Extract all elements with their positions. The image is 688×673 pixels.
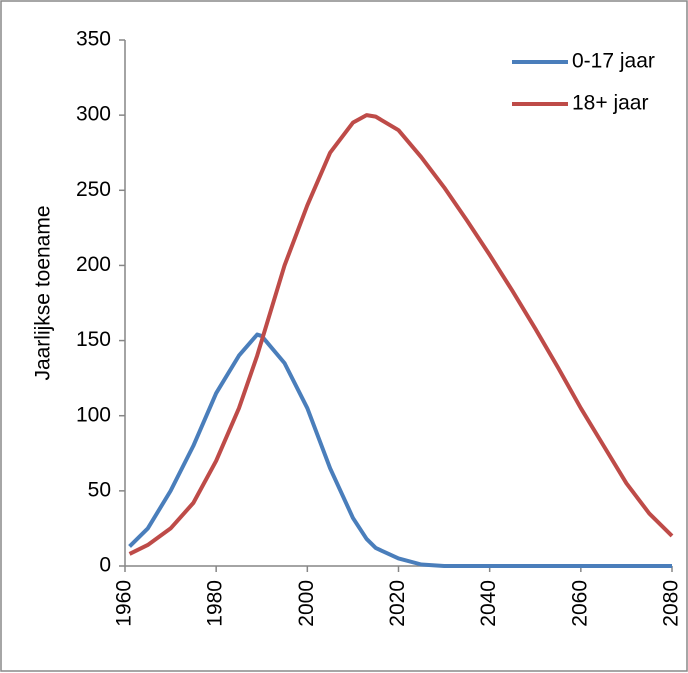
y-tick-label: 150: [76, 328, 111, 351]
y-tick-label: 0: [99, 554, 111, 577]
legend-label: 0-17 jaar: [572, 50, 655, 73]
x-tick-label: 2040: [477, 580, 500, 627]
y-tick-label: 250: [76, 178, 111, 201]
x-tick-label: 2020: [386, 580, 409, 627]
x-tick-label: 1980: [204, 580, 227, 627]
y-tick-label: 100: [76, 403, 111, 426]
legend-label: 18+ jaar: [572, 92, 648, 115]
x-tick-label: 2060: [568, 580, 591, 627]
y-tick-label: 350: [76, 28, 111, 51]
y-tick-label: 50: [88, 478, 111, 501]
x-tick-label: 2080: [660, 580, 683, 627]
y-tick-label: 200: [76, 253, 111, 276]
x-tick-label: 2000: [295, 580, 318, 627]
series-line: [128, 113, 674, 556]
y-axis-label: Jaarlijkse toename: [32, 205, 55, 380]
x-tick-label: 1960: [113, 580, 136, 627]
y-tick-label: 300: [76, 103, 111, 126]
series-line: [128, 332, 672, 568]
